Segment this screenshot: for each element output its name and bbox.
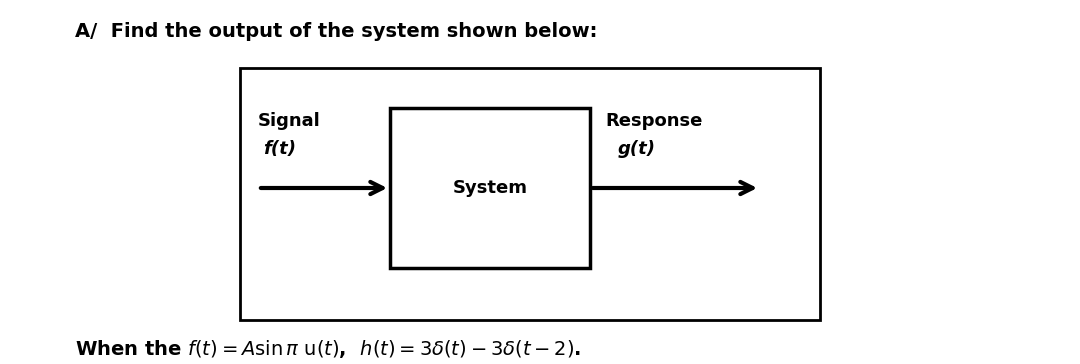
Text: A/  Find the output of the system shown below:: A/ Find the output of the system shown b… (75, 22, 597, 41)
Text: When the $f(t) = A\sin\pi\ \mathrm{u}(t)$,  $h(t) = 3\delta(t) - 3\delta(t - 2)$: When the $f(t) = A\sin\pi\ \mathrm{u}(t)… (75, 338, 581, 360)
Text: Response: Response (605, 112, 702, 130)
Bar (390, 108, 590, 268)
Bar (240, 68, 820, 320)
Text: f(t): f(t) (264, 140, 296, 158)
Text: g(t): g(t) (618, 140, 656, 158)
Text: Signal: Signal (258, 112, 321, 130)
Text: System: System (453, 179, 527, 197)
